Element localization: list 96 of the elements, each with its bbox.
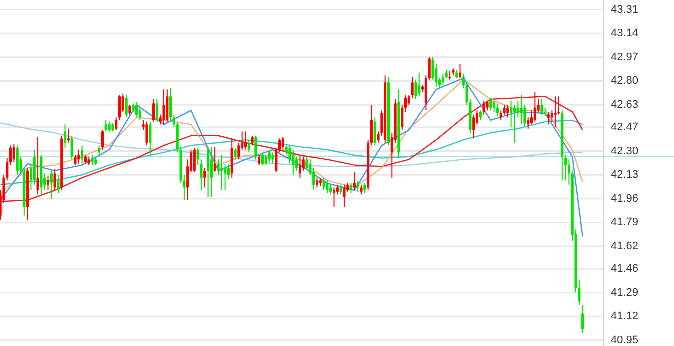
candlestick	[118, 94, 122, 121]
y-tick-label: 41.12	[611, 310, 639, 323]
candlestick	[493, 100, 496, 113]
y-tick-label: 43.14	[611, 28, 639, 40]
candlestick	[64, 124, 67, 149]
candlestick	[152, 98, 156, 122]
candlestick	[490, 98, 492, 112]
candlestick	[220, 154, 224, 192]
candlestick	[166, 89, 169, 122]
y-tick-label: 42.30	[611, 145, 639, 158]
candlestick	[254, 135, 258, 160]
candlestick	[582, 304, 584, 334]
candlestick	[251, 135, 254, 146]
candlestick	[292, 149, 295, 176]
candlestick	[149, 121, 152, 156]
candlestick	[108, 121, 111, 132]
candlestick	[104, 120, 108, 132]
candlestick	[442, 74, 444, 86]
candlestick	[350, 183, 353, 194]
candlestick	[272, 152, 274, 164]
candlestick	[115, 117, 118, 131]
candlestick	[322, 177, 326, 192]
candlestick	[128, 104, 132, 116]
candlestick	[479, 110, 482, 121]
candlestick	[513, 104, 516, 144]
y-tick-label: 41.62	[611, 240, 639, 253]
candlestick	[81, 145, 84, 164]
candlestick	[268, 149, 271, 163]
candlestick	[91, 154, 94, 166]
candlestick	[486, 100, 489, 112]
candlestick	[261, 152, 264, 166]
candlestick	[210, 146, 213, 198]
candlestick	[554, 96, 557, 128]
candlestick	[50, 170, 53, 200]
candlestick	[67, 128, 70, 144]
candlestick	[374, 117, 376, 146]
candlestick	[57, 174, 60, 194]
candlestick	[248, 140, 250, 154]
candlestick	[458, 64, 462, 79]
candlestick	[364, 183, 366, 194]
y-tick-label: 40.95	[611, 334, 639, 346]
candlestick	[520, 94, 523, 126]
candlestick	[506, 104, 510, 118]
candlestick	[360, 184, 363, 196]
candlestick	[98, 145, 101, 158]
candlestick	[234, 148, 237, 160]
y-tick-label: 42.47	[611, 121, 639, 134]
candlestick	[244, 131, 248, 150]
candlestick	[162, 89, 166, 126]
candlestick	[70, 135, 74, 160]
candlestick	[472, 114, 476, 140]
candlestick	[146, 121, 148, 146]
y-tick-label: 42.63	[611, 99, 639, 112]
candlestick	[540, 98, 544, 116]
candlestick	[16, 145, 19, 176]
candlestick	[332, 187, 336, 208]
candlestick	[156, 98, 158, 122]
line-series	[0, 78, 584, 238]
candlestick	[125, 94, 128, 118]
candlestick	[204, 168, 206, 188]
y-tick-label: 41.79	[611, 216, 639, 229]
candlestick	[54, 169, 56, 192]
candlestick	[496, 103, 499, 117]
candlestick	[316, 177, 319, 188]
y-tick-label: 41.96	[611, 192, 639, 205]
y-tick-label: 42.80	[611, 75, 639, 88]
candlestick	[282, 136, 284, 150]
candlestick	[78, 149, 80, 164]
candlestick	[302, 156, 305, 172]
y-tick-label: 41.29	[611, 286, 639, 299]
candlestick	[418, 72, 421, 98]
candlestick	[33, 149, 36, 186]
candlestick	[193, 148, 196, 173]
candlestick	[330, 184, 332, 196]
candlestick	[356, 180, 360, 192]
y-tick-label: 43.31	[611, 4, 639, 16]
y-tick-label: 42.13	[611, 169, 639, 182]
candlestick	[36, 136, 40, 196]
candlestick	[258, 154, 261, 166]
candlestick	[340, 184, 342, 196]
y-tick-label: 42.97	[611, 51, 639, 64]
candlestick	[238, 142, 240, 160]
candlestick	[343, 184, 346, 208]
candlestick	[101, 130, 104, 150]
candlestick	[214, 146, 216, 173]
candlestick	[207, 148, 210, 198]
candlestick	[534, 92, 536, 122]
candlestick	[326, 180, 329, 194]
candlestick	[298, 156, 302, 178]
candlestick	[353, 172, 356, 192]
candlestick	[136, 102, 138, 118]
candlestick	[482, 100, 486, 116]
candlestick	[12, 144, 16, 163]
candlestick	[516, 100, 520, 118]
y-tick-label: 41.46	[611, 262, 639, 275]
candlestick	[46, 176, 50, 192]
